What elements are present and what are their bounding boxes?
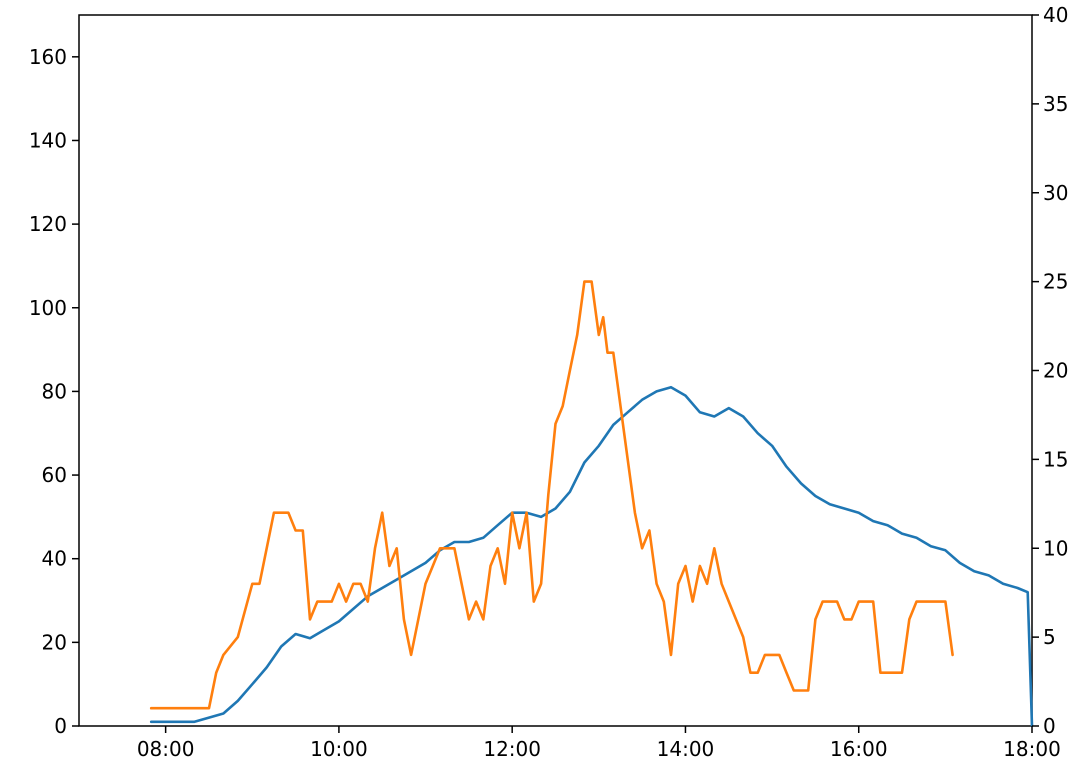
y-right-tick-label: 30 [1043, 181, 1068, 205]
y-right-tick-label: 40 [1043, 3, 1068, 27]
x-axis: 08:00 10:00 12:00 14:00 16:00 18:00 [137, 726, 1061, 761]
y-left-tick-label: 100 [29, 296, 67, 320]
y-right-tick-label: 10 [1043, 536, 1068, 560]
y-left-tick-label: 160 [29, 45, 67, 69]
y-left-tick-label: 40 [42, 547, 67, 571]
y-left-tick-label: 20 [42, 630, 67, 654]
x-tick-label: 10:00 [310, 737, 368, 761]
series-line-2 [149, 280, 954, 710]
y-axis-left: 0 20 40 60 80 100 120 140 160 [29, 45, 79, 738]
y-right-tick-label: 35 [1043, 92, 1068, 116]
y-right-tick-label: 15 [1043, 447, 1068, 471]
y-left-tick-label: 0 [54, 714, 67, 738]
y-right-tick-label: 0 [1043, 714, 1056, 738]
x-tick-label: 16:00 [830, 737, 888, 761]
y-right-tick-label: 25 [1043, 270, 1068, 294]
y-left-tick-label: 120 [29, 212, 67, 236]
series-line-1 [149, 385, 1034, 728]
y-axis-right: 0 5 10 15 20 25 30 35 40 [1032, 3, 1068, 738]
y-left-tick-label: 140 [29, 128, 67, 152]
y-right-tick-label: 20 [1043, 359, 1068, 383]
plot-frame [78, 14, 1033, 727]
x-tick-label: 18:00 [1003, 737, 1061, 761]
y-right-tick-label: 5 [1043, 625, 1056, 649]
x-tick-label: 12:00 [483, 737, 541, 761]
plot-area [149, 280, 1034, 728]
x-tick-label: 14:00 [657, 737, 715, 761]
y-left-tick-label: 80 [42, 379, 67, 403]
y-left-tick-label: 60 [42, 463, 67, 487]
x-tick-label: 08:00 [137, 737, 195, 761]
